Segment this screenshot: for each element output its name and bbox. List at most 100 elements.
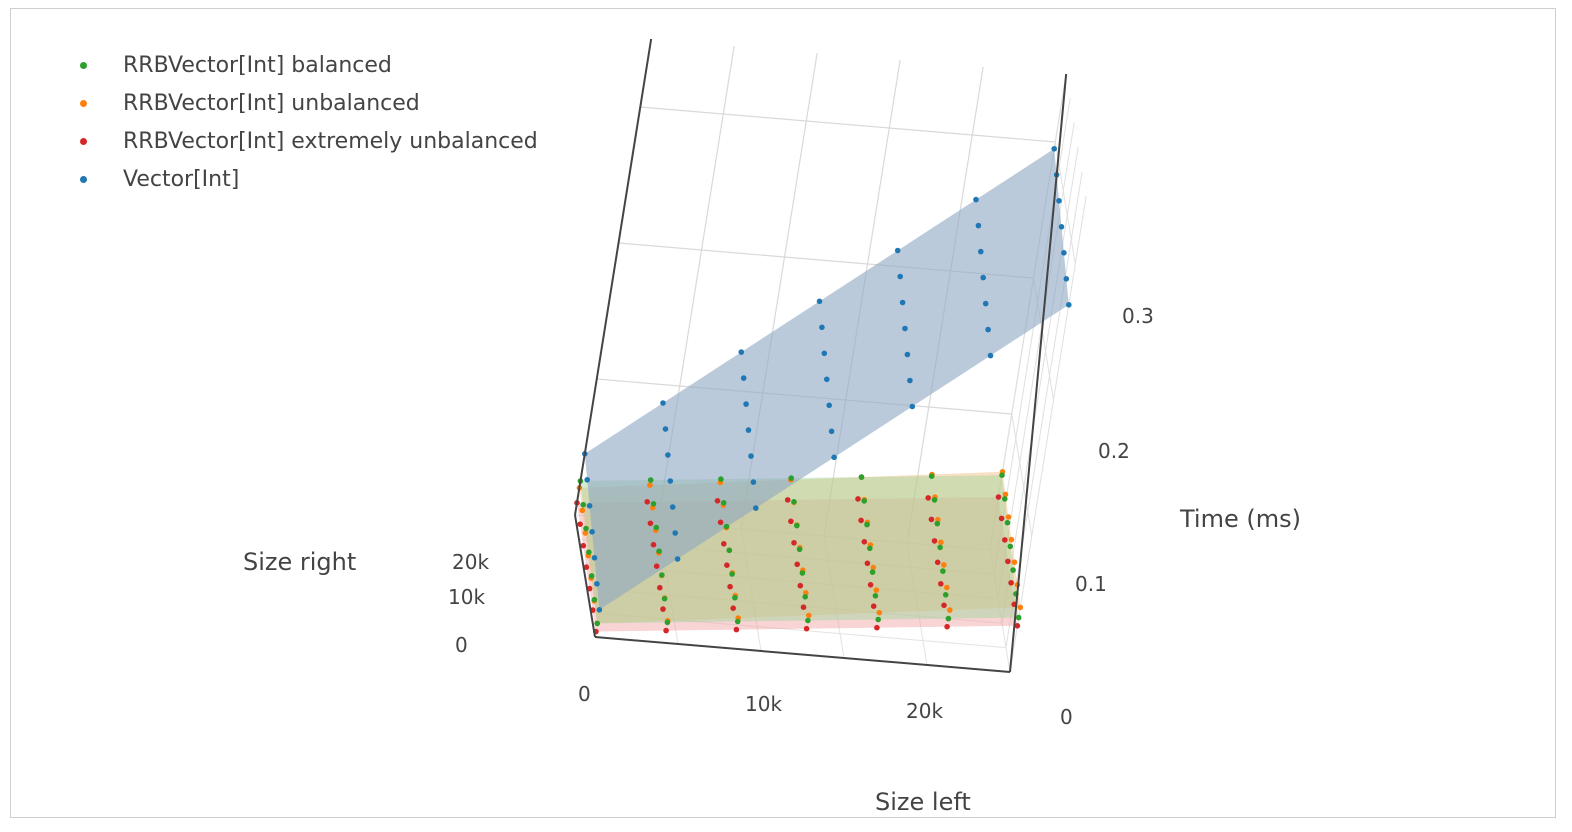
- z-tick-label: 0.1: [1075, 572, 1107, 596]
- data-point: [653, 524, 660, 531]
- data-point: [861, 539, 868, 545]
- data-point: [732, 594, 738, 601]
- data-point: [938, 581, 944, 587]
- data-point: [870, 564, 877, 571]
- data-point: [669, 504, 676, 510]
- z-axis-back-line: [574, 38, 653, 516]
- data-point: [909, 403, 916, 410]
- legend-marker-unbalanced: [80, 99, 87, 107]
- data-point: [928, 473, 935, 480]
- legend-label-vector: Vector[Int]: [123, 166, 240, 192]
- data-point: [794, 561, 800, 568]
- data-point: [1002, 491, 1009, 498]
- data-point: [586, 549, 592, 555]
- data-point: [1002, 537, 1008, 543]
- data-point: [664, 619, 671, 626]
- data-point: [1014, 623, 1021, 629]
- legend-item-extremely-unbalanced[interactable]: RRBVector[Int] extremely unbalanced: [72, 122, 538, 160]
- data-point: [714, 498, 721, 504]
- data-point: [942, 592, 949, 598]
- data-point: [580, 542, 587, 549]
- gridline-z: [640, 106, 1056, 143]
- data-point: [1051, 146, 1057, 152]
- gridline-floor-x: [740, 528, 762, 652]
- data-point: [858, 517, 864, 524]
- data-point: [934, 520, 941, 527]
- data-point: [753, 505, 759, 511]
- gridline-floor-x: [823, 535, 845, 659]
- data-point: [656, 548, 662, 554]
- z-tick-label: 0.3: [1122, 304, 1154, 328]
- data-point: [805, 617, 811, 624]
- data-point: [987, 352, 994, 359]
- y-tick-label: 0: [455, 633, 468, 657]
- data-point: [662, 426, 669, 432]
- data-point: [998, 515, 1005, 522]
- data-point: [816, 298, 823, 305]
- legend-item-unbalanced[interactable]: RRBVector[Int] unbalanced: [72, 84, 538, 122]
- data-point: [1007, 543, 1014, 550]
- data-point: [589, 529, 595, 535]
- data-point: [899, 299, 906, 306]
- data-point: [928, 516, 935, 523]
- data-point: [904, 351, 911, 358]
- y-axis-title: Size right: [243, 548, 356, 576]
- x-axis-title: Size left: [875, 788, 971, 816]
- data-point: [794, 522, 800, 529]
- legend: RRBVector[Int] balanced RRBVector[Int] u…: [72, 46, 538, 198]
- data-point: [945, 615, 952, 622]
- axis-layer: [574, 38, 1068, 673]
- legend-item-balanced[interactable]: RRBVector[Int] balanced: [72, 46, 538, 84]
- data-point: [718, 476, 724, 482]
- data-point: [588, 573, 595, 579]
- data-point: [831, 454, 837, 461]
- data-point: [1063, 276, 1070, 282]
- data-point: [876, 609, 883, 616]
- data-point: [1066, 302, 1072, 308]
- data-point: [869, 569, 876, 575]
- data-point: [799, 570, 806, 576]
- data-point: [819, 324, 825, 331]
- marker-layer: [574, 146, 1072, 635]
- data-point: [745, 427, 752, 433]
- gridline-y: [1009, 195, 1087, 673]
- data-point: [855, 496, 861, 502]
- gridline-y: [997, 122, 1075, 599]
- data-point: [1061, 250, 1067, 256]
- data-point: [870, 603, 877, 609]
- data-point: [828, 428, 835, 435]
- data-point: [902, 325, 908, 332]
- data-point: [644, 499, 650, 505]
- legend-item-vector[interactable]: Vector[Int]: [72, 160, 538, 198]
- data-point: [647, 482, 653, 488]
- data-point: [980, 274, 986, 281]
- gridline-floor-x: [906, 542, 928, 666]
- data-point: [875, 616, 881, 623]
- data-point: [733, 626, 740, 633]
- data-point: [730, 605, 736, 611]
- data-point: [897, 273, 903, 280]
- data-point: [940, 568, 946, 574]
- x-tick-label: 10k: [745, 692, 782, 716]
- data-point: [947, 607, 953, 613]
- z-tick-label: 0.2: [1098, 439, 1130, 463]
- data-point: [650, 541, 657, 548]
- data-point: [934, 559, 941, 566]
- surface-layer: [576, 148, 1069, 632]
- legend-marker-vector: [80, 175, 87, 183]
- data-point: [944, 584, 950, 591]
- data-point: [667, 478, 674, 484]
- data-point: [647, 477, 654, 483]
- data-point: [1005, 514, 1012, 520]
- x-tick-label: 20k: [906, 699, 943, 723]
- data-point: [661, 595, 668, 602]
- data-point: [894, 247, 901, 254]
- gridline-y: [1005, 171, 1083, 648]
- data-point: [1005, 558, 1011, 565]
- gridline-floor-y: [590, 612, 1007, 649]
- data-point: [1015, 614, 1022, 621]
- data-point: [802, 594, 808, 600]
- data-point: [867, 545, 873, 552]
- data-point: [577, 521, 583, 527]
